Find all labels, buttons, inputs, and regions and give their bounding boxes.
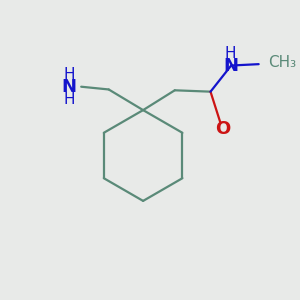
Text: H: H bbox=[63, 92, 75, 106]
Text: N: N bbox=[61, 78, 76, 96]
Text: H: H bbox=[63, 67, 75, 82]
Text: N: N bbox=[224, 56, 239, 74]
Text: CH₃: CH₃ bbox=[268, 55, 296, 70]
Text: O: O bbox=[215, 120, 230, 138]
Text: H: H bbox=[224, 46, 236, 62]
